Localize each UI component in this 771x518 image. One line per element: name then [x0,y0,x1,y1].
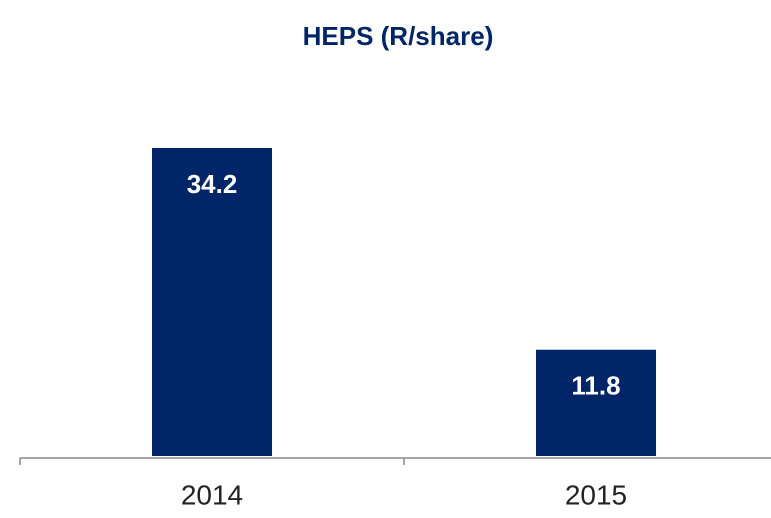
chart-title: HEPS (R/share) [303,21,494,51]
bar [536,349,656,456]
data-label: 34.2 [187,169,238,199]
x-tick-label: 2014 [181,479,243,510]
bar [152,148,272,456]
data-label: 11.8 [571,371,620,401]
x-tick-label: 2015 [565,479,627,510]
